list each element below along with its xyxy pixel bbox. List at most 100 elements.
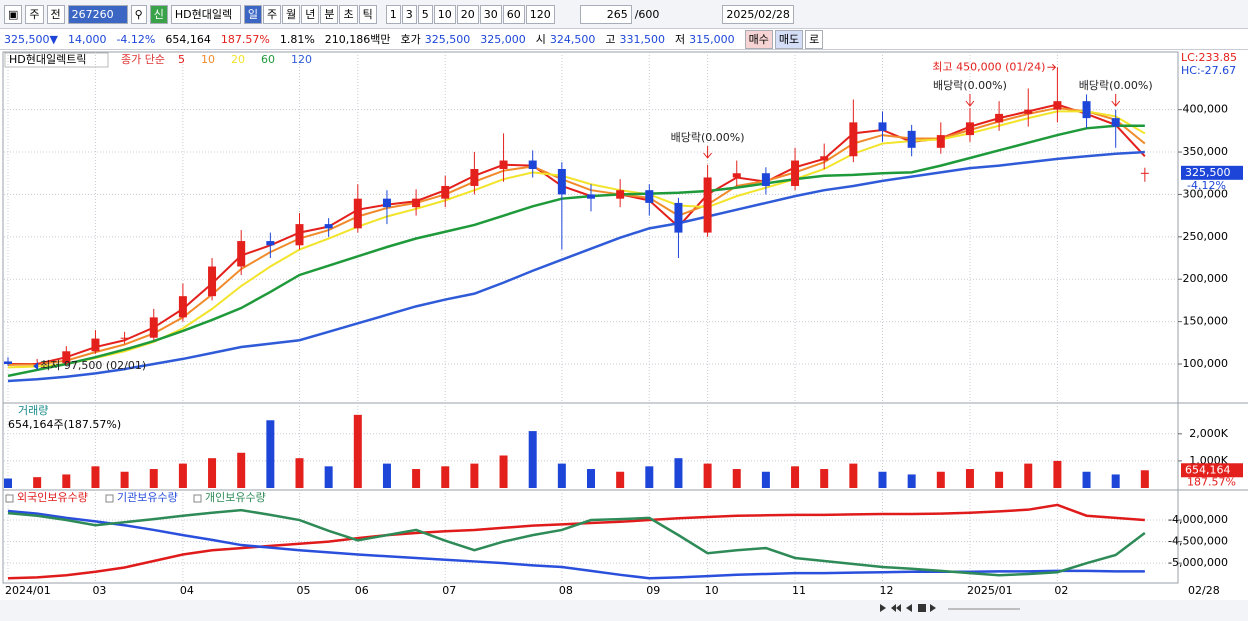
low-annotation: 최저 97,500 (02/01) — [40, 359, 146, 372]
volume-bar — [791, 466, 800, 488]
candle-body — [382, 198, 391, 208]
volume-bar — [266, 420, 275, 488]
candle-body — [907, 130, 916, 148]
volume-bar — [907, 474, 916, 488]
x-tick-label: 02 — [1054, 584, 1068, 597]
volume-bar — [1140, 470, 1149, 488]
volume-bar — [4, 478, 12, 488]
prev-button[interactable]: 전 — [46, 4, 65, 24]
candle-body — [470, 169, 479, 186]
candle-body — [732, 173, 741, 178]
price: 325,500▼ — [4, 32, 58, 46]
legend-swatch — [105, 494, 114, 503]
interval-button[interactable]: 30 — [479, 4, 502, 24]
interval-button[interactable]: 1 — [385, 4, 401, 24]
x-tick-label: 2024/01 — [5, 584, 51, 597]
volume-bar — [499, 455, 508, 488]
volume-bar — [965, 469, 974, 488]
buy-button[interactable]: 매수 — [744, 29, 773, 49]
x-tick-label: 03 — [92, 584, 106, 597]
volume-bar — [761, 471, 770, 488]
lc-label: LC:233.85 — [1181, 51, 1237, 64]
candle-body — [4, 361, 12, 364]
date-input[interactable]: 2025/02/28 — [722, 4, 794, 24]
x-tick-label: 07 — [442, 584, 456, 597]
volume-bar — [645, 466, 654, 488]
interval-button[interactable]: 60 — [502, 4, 525, 24]
current-date-label: 02/28 — [1188, 584, 1220, 597]
interval-button[interactable]: 120 — [525, 4, 555, 24]
layout-button[interactable]: ▣ — [4, 4, 23, 24]
interval-button[interactable]: 10 — [433, 4, 456, 24]
interval-button[interactable]: 3 — [401, 4, 417, 24]
search-button[interactable]: ⚲ — [130, 4, 147, 24]
panel-title: 거래량 — [18, 404, 48, 417]
candle-body — [62, 351, 71, 364]
volume-tag — [1181, 463, 1243, 478]
legend-entry: 120 — [291, 53, 312, 66]
title-box — [4, 52, 109, 68]
candle-body — [208, 266, 217, 297]
scroll-controls[interactable] — [880, 604, 936, 612]
price-tag — [1181, 165, 1243, 180]
volume: 654,164 — [165, 32, 211, 46]
price-tag-change: -4.12% — [1187, 179, 1226, 192]
count-input[interactable]: 265 — [579, 4, 632, 24]
interval-group: 1 3 5 10 20 30 60 120 — [385, 4, 555, 24]
volume-rate: 187.57% — [220, 32, 270, 46]
volume-bar — [849, 463, 858, 488]
x-tick-label: 08 — [559, 584, 573, 597]
candle-body — [965, 122, 974, 136]
open: 324,500 — [549, 32, 596, 46]
period-button[interactable]: 주 — [262, 4, 282, 24]
period-button[interactable]: 틱 — [358, 4, 377, 24]
ma-line — [7, 124, 1145, 378]
dividend-arrow — [965, 94, 975, 107]
legend-entry: 5 — [178, 53, 185, 66]
sell-button[interactable]: 매도 — [774, 29, 804, 49]
code-input[interactable]: 267260 — [67, 4, 128, 24]
volume-bar — [178, 463, 187, 488]
volume-bar — [91, 466, 100, 488]
interval-button[interactable]: 20 — [456, 4, 479, 24]
period-button[interactable]: 분 — [320, 4, 339, 24]
volume-bar — [557, 463, 566, 488]
period-button[interactable]: 년 — [301, 4, 320, 24]
candle-body — [645, 190, 654, 203]
market-select[interactable]: 주 — [25, 4, 44, 24]
high-annotation: 최고 450,000 (01/24) — [932, 60, 1045, 73]
price-tag-label: 325,500 — [1185, 166, 1231, 179]
extra-button[interactable]: 로 — [805, 29, 824, 49]
stock-name: HD현대일렉 — [170, 4, 241, 24]
low: 315,000 — [689, 32, 735, 46]
period-button[interactable]: 월 — [282, 4, 301, 24]
amount: 210,186백만 — [324, 33, 391, 46]
candle-body — [761, 173, 770, 186]
y-tick-label: 300,000 — [1183, 187, 1229, 200]
interval-button[interactable]: 5 — [417, 4, 433, 24]
period-button[interactable]: 일 — [243, 4, 262, 24]
legend-entry: 개인보유수량 — [205, 491, 266, 504]
volume-bar — [1111, 474, 1120, 488]
x-tick-label: 2025/01 — [967, 584, 1013, 597]
volume-bar — [587, 469, 595, 488]
candle-body — [1111, 118, 1120, 127]
period-button[interactable]: 초 — [339, 4, 358, 24]
quote-bar: 325,500▼ 14,000 -4.12% 654,164 187.57% 1… — [0, 29, 1248, 50]
ma-line — [7, 106, 1146, 366]
panel-subtitle: 654,164주(187.57%) — [8, 418, 121, 431]
ask: 325,500 — [424, 32, 471, 46]
candle-body — [149, 317, 158, 338]
volume-bar — [208, 458, 217, 488]
volume-bar — [1082, 471, 1091, 488]
volume-bar — [616, 471, 625, 488]
volume-bar — [1053, 460, 1062, 488]
volume-bar — [33, 477, 42, 488]
count-max: /600 — [634, 7, 660, 21]
change: 14,000 — [67, 32, 107, 46]
plot-frame — [2, 51, 1179, 584]
low-label: 저 — [675, 33, 686, 46]
candle-body — [587, 194, 595, 199]
